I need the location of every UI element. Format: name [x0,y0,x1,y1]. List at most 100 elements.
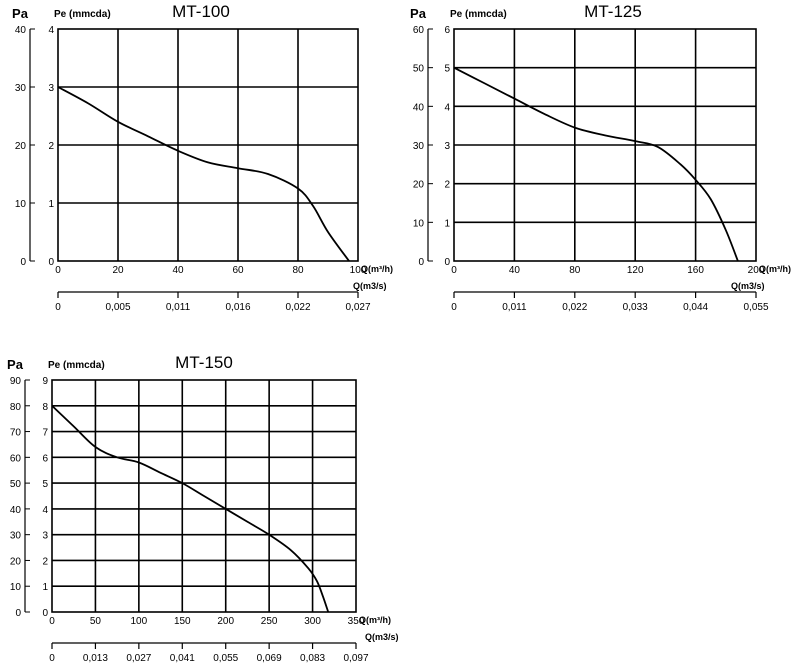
pa-tick-label: 60 [413,25,425,36]
q-m3s-tick-label: 0,041 [170,653,195,664]
q-m3s-tick-label: 0 [55,302,61,313]
pressure-curve [51,405,330,613]
pe-tick-label: 0 [42,608,48,619]
q-m3s-tick-label: 0,083 [300,653,325,664]
chart-2: 0 10 20 30 40 50 60 Pa 0 1 2 3 4 5 6Pe (mmcda) MT-125 0 4… [410,2,791,313]
q-m3h-tick-label: 100 [131,616,148,627]
q-m3h-tick-label: 0 [55,265,61,276]
q-m3h-tick-label: 100 [350,265,367,276]
pe-tick-label: 2 [444,180,450,191]
q-m3h-axis-title: Q(m³/h) [759,264,791,274]
pe-axis-title: Pe (mmcda) [48,360,105,371]
q-m3h-tick-label: 80 [292,265,304,276]
pe-tick-label: 4 [42,505,48,516]
q-m3h-tick-label: 80 [569,265,581,276]
pe-tick-label: 0 [48,257,54,268]
q-m3h-tick-label: 300 [304,616,321,627]
plot-frame [51,379,357,613]
q-m3h-tick-label: 20 [112,265,124,276]
q-m3s-tick-label: 0,033 [623,302,648,313]
q-m3s-tick-label: 0,011 [502,302,527,313]
q-m3s-axis-title: Q(m3/s) [353,281,387,291]
pe-tick-label: 9 [42,376,48,387]
pe-tick-label: 1 [444,218,450,229]
chart-title: MT-150 [175,353,233,372]
pressure-curve [57,86,350,262]
pe-tick-label: 0 [444,257,450,268]
q-m3s-tick-label: 0,055 [743,302,768,313]
q-m3h-tick-label: 40 [509,265,521,276]
pa-tick-label: 20 [15,141,27,152]
q-m3s-tick-label: 0,005 [105,302,130,313]
pa-tick-label: 10 [413,218,425,229]
q-m3s-tick-label: 0,097 [343,653,368,664]
q-m3s-tick-label: 0,013 [83,653,108,664]
q-m3s-tick-label: 0,069 [257,653,282,664]
pa-tick-label: 70 [10,428,22,439]
pe-tick-label: 1 [42,582,48,593]
chart-title: MT-125 [584,2,642,21]
pa-tick-label: 0 [15,608,21,619]
pa-tick-label: 20 [413,180,425,191]
pa-tick-label: 10 [10,582,22,593]
q-m3h-tick-label: 50 [90,616,102,627]
plot-frame [453,28,757,262]
q-m3h-tick-label: 200 [748,265,765,276]
q-m3h-tick-label: 160 [687,265,704,276]
q-m3s-axis-title: Q(m3/s) [731,281,765,291]
q-m3s-tick-label: 0,055 [213,653,238,664]
q-m3h-tick-label: 200 [217,616,234,627]
pa-tick-label: 0 [418,257,424,268]
pe-tick-label: 1 [48,199,54,210]
pe-tick-label: 5 [444,64,450,75]
pa-tick-label: 50 [10,479,22,490]
plot-frame [57,28,359,262]
q-m3s-tick-label: 0,011 [166,302,191,313]
q-m3h-tick-label: 40 [172,265,184,276]
pe-tick-label: 6 [444,25,450,36]
pressure-curve [453,66,739,262]
pa-tick-label: 30 [15,83,27,94]
pa-tick-label: 50 [413,64,425,75]
q-m3s-tick-label: 0,044 [683,302,708,313]
pa-tick-label: 40 [15,25,27,36]
q-m3s-tick-label: 0,022 [562,302,587,313]
chart-1: 0 10 20 30 40 Pa 0 1 2 3 4Pe (mmcda) MT-100 0 20 40 60 8… [12,2,393,313]
pe-tick-label: 2 [42,556,48,567]
pe-tick-label: 4 [48,25,54,36]
pa-tick-label: 90 [10,376,22,387]
pe-tick-label: 3 [444,141,450,152]
pa-tick-label: 60 [10,453,22,464]
pe-tick-label: 4 [444,102,450,113]
q-m3s-tick-label: 0,027 [345,302,370,313]
q-m3h-axis-title: Q(m³/h) [361,264,393,274]
pa-tick-label: 20 [10,556,22,567]
q-m3h-tick-label: 150 [174,616,191,627]
pa-tick-label: 0 [20,257,26,268]
pe-tick-label: 5 [42,479,48,490]
q-m3h-tick-label: 120 [627,265,644,276]
chart-3: 0 10 20 30 40 50 60 70 80 90 Pa 0 1 2 3 4 5 6 7 8 9Pe (mmcda… [7,353,398,664]
pa-tick-label: 30 [413,141,425,152]
q-m3h-axis-title: Q(m³/h) [359,615,391,625]
pa-tick-label: 40 [413,102,425,113]
pe-tick-label: 2 [48,141,54,152]
q-m3s-tick-label: 0,022 [285,302,310,313]
q-m3s-axis-title: Q(m3/s) [365,632,399,642]
q-m3h-tick-label: 0 [451,265,457,276]
q-m3h-tick-label: 250 [261,616,278,627]
pe-tick-label: 8 [42,402,48,413]
pe-tick-label: 7 [42,428,48,439]
pa-axis-title: Pa [7,357,24,372]
pe-tick-label: 6 [42,453,48,464]
pe-axis-title: Pe (mmcda) [54,9,111,20]
pa-tick-label: 30 [10,531,22,542]
pe-tick-label: 3 [48,83,54,94]
q-m3s-tick-label: 0 [451,302,457,313]
q-m3h-tick-label: 60 [232,265,244,276]
q-m3h-tick-label: 0 [49,616,55,627]
q-m3s-tick-label: 0,016 [225,302,250,313]
q-m3s-tick-label: 0,027 [126,653,151,664]
chart-title: MT-100 [172,2,230,21]
